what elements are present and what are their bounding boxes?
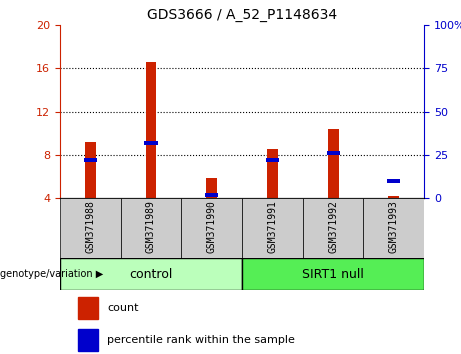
Bar [206, 178, 217, 198]
Bar [266, 158, 279, 162]
Title: GDS3666 / A_52_P1148634: GDS3666 / A_52_P1148634 [147, 8, 337, 22]
Text: GSM371990: GSM371990 [207, 200, 217, 253]
Bar [267, 149, 278, 198]
Bar [84, 158, 97, 162]
Bar [242, 258, 424, 290]
Bar [60, 198, 121, 258]
Bar [181, 198, 242, 258]
Text: GSM371991: GSM371991 [267, 200, 278, 253]
Text: GSM371993: GSM371993 [389, 200, 399, 253]
Bar [146, 62, 156, 198]
Bar [78, 329, 98, 351]
Bar [85, 142, 96, 198]
Text: percentile rank within the sample: percentile rank within the sample [107, 335, 295, 345]
Bar [326, 151, 340, 155]
Bar [387, 179, 400, 183]
Text: SIRT1 null: SIRT1 null [302, 268, 364, 281]
Bar [144, 141, 158, 145]
Bar [303, 198, 363, 258]
Bar [388, 196, 399, 198]
Text: genotype/variation ▶: genotype/variation ▶ [0, 269, 103, 279]
Text: count: count [107, 303, 139, 313]
Text: GSM371992: GSM371992 [328, 200, 338, 253]
Bar [121, 198, 181, 258]
Bar [78, 297, 98, 319]
Bar [242, 198, 303, 258]
Text: GSM371989: GSM371989 [146, 200, 156, 253]
Bar [363, 198, 424, 258]
Text: GSM371988: GSM371988 [85, 200, 95, 253]
Bar [205, 193, 218, 197]
Text: control: control [129, 268, 173, 281]
Bar [60, 258, 242, 290]
Bar [328, 129, 338, 198]
